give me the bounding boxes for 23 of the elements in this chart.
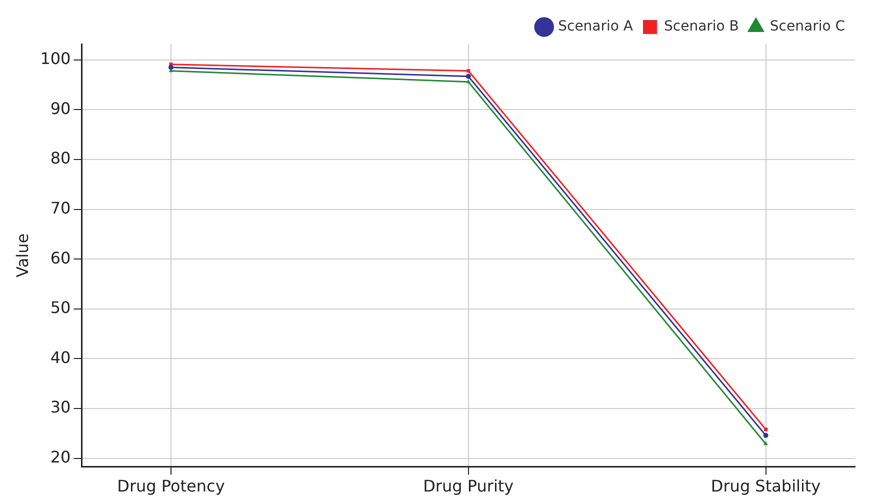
point <box>466 74 471 79</box>
y-tick-label: 100 <box>40 49 71 68</box>
y-axis-title: Value <box>12 233 32 278</box>
y-tick-label: 50 <box>50 298 71 318</box>
y-tick-label: 80 <box>50 148 71 168</box>
x-tick-label: Drug Purity <box>423 476 514 496</box>
point <box>764 428 768 432</box>
y-tick-label: 20 <box>50 447 71 466</box>
point <box>466 79 471 84</box>
legend-label: Scenario C <box>770 18 846 35</box>
legend-label: Scenario A <box>558 18 634 35</box>
y-tick-label: 60 <box>50 248 71 268</box>
y-tick-label: 70 <box>50 198 71 218</box>
y-tick-label: 90 <box>50 98 71 118</box>
point <box>764 441 768 446</box>
point <box>763 432 768 438</box>
x-tick-label: Drug Stability <box>710 476 821 496</box>
point <box>466 69 470 73</box>
legend-label: Scenario B <box>664 18 739 35</box>
y-tick-label: 30 <box>50 398 71 417</box>
x-tick-label: Drug Potency <box>117 476 225 496</box>
y-tick-label: 40 <box>50 348 71 367</box>
point <box>168 64 174 70</box>
